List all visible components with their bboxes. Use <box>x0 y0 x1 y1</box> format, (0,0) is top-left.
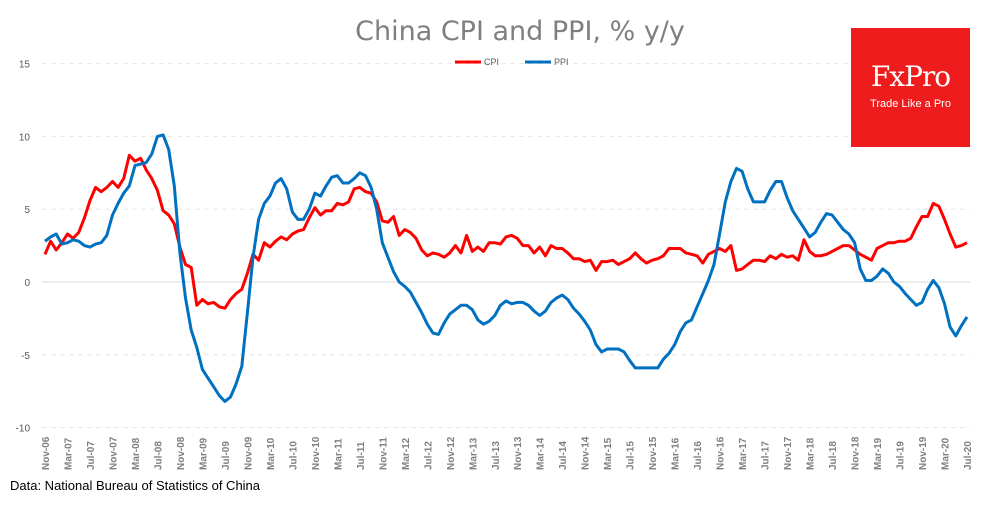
x-tick-label: Nov-17 <box>783 436 794 470</box>
x-tick-label: Jul-20 <box>963 441 974 470</box>
y-tick-label: -10 <box>16 424 31 435</box>
x-tick-label: Jul-19 <box>896 441 907 470</box>
x-tick-label: Mar-11 <box>333 438 344 470</box>
x-tick-label: Mar-14 <box>536 437 547 470</box>
x-tick-label: Mar-16 <box>671 437 682 470</box>
x-tick-label: Mar-08 <box>131 437 142 470</box>
x-tick-label: Mar-12 <box>401 437 412 470</box>
x-tick-label: Jul-15 <box>626 441 637 470</box>
x-tick-label: Nov-19 <box>918 436 929 470</box>
x-tick-label: Jul-17 <box>761 441 772 470</box>
x-tick-label: Nov-10 <box>311 436 322 470</box>
x-tick-label: Nov-06 <box>41 436 52 470</box>
x-tick-label: Nov-12 <box>446 436 457 470</box>
x-tick-label: Jul-07 <box>86 441 97 470</box>
logo-tagline: Trade Like a Pro <box>870 98 951 110</box>
chart-title: China CPI and PPI, % y/y <box>355 16 685 47</box>
fxpro-logo: FxPro Trade Like a Pro <box>851 28 970 147</box>
x-tick-label: Nov-16 <box>716 436 727 470</box>
x-tick-label: Jul-13 <box>491 441 502 470</box>
x-tick-label: Jul-18 <box>828 441 839 470</box>
x-tick-label: Mar-17 <box>738 437 749 470</box>
y-tick-label: 0 <box>24 278 30 289</box>
x-tick-label: Mar-19 <box>873 437 884 470</box>
y-tick-label: -5 <box>21 351 30 362</box>
x-tick-label: Mar-20 <box>941 437 952 470</box>
y-tick-label: 5 <box>24 205 30 216</box>
x-tick-label: Nov-18 <box>851 436 862 470</box>
x-tick-label: Nov-11 <box>378 437 389 470</box>
legend-label-cpi: CPI <box>484 57 499 67</box>
x-tick-label: Mar-15 <box>603 437 614 470</box>
y-tick-label: 15 <box>19 60 31 71</box>
source-note: Data: National Bureau of Statistics of C… <box>10 478 261 493</box>
x-tick-label: Mar-13 <box>468 437 479 470</box>
logo-brand: FxPro <box>870 60 951 93</box>
x-tick-label: Mar-18 <box>806 437 817 470</box>
x-tick-label: Jul-11 <box>356 441 367 470</box>
x-tick-label: Nov-09 <box>243 436 254 470</box>
legend-label-ppi: PPI <box>554 57 569 67</box>
x-tick-label: Jul-12 <box>423 441 434 470</box>
x-tick-label: Nov-08 <box>176 436 187 470</box>
x-tick-label: Jul-10 <box>288 441 299 470</box>
x-tick-label: Mar-10 <box>266 437 277 470</box>
x-tick-label: Nov-07 <box>108 436 119 470</box>
x-tick-label: Jul-16 <box>693 441 704 470</box>
series-line-cpi <box>43 153 968 310</box>
x-tick-label: Mar-09 <box>198 437 209 470</box>
x-tick-label: Nov-14 <box>581 436 592 470</box>
x-tick-label: Jul-08 <box>153 441 164 470</box>
x-tick-label: Nov-13 <box>513 436 524 470</box>
x-tick-label: Mar-07 <box>63 437 74 470</box>
x-tick-label: Jul-14 <box>558 441 569 470</box>
x-tick-label: Jul-09 <box>221 441 232 470</box>
y-tick-label: 10 <box>19 132 31 143</box>
x-tick-label: Nov-15 <box>648 436 659 470</box>
series-line-ppi <box>44 133 969 403</box>
